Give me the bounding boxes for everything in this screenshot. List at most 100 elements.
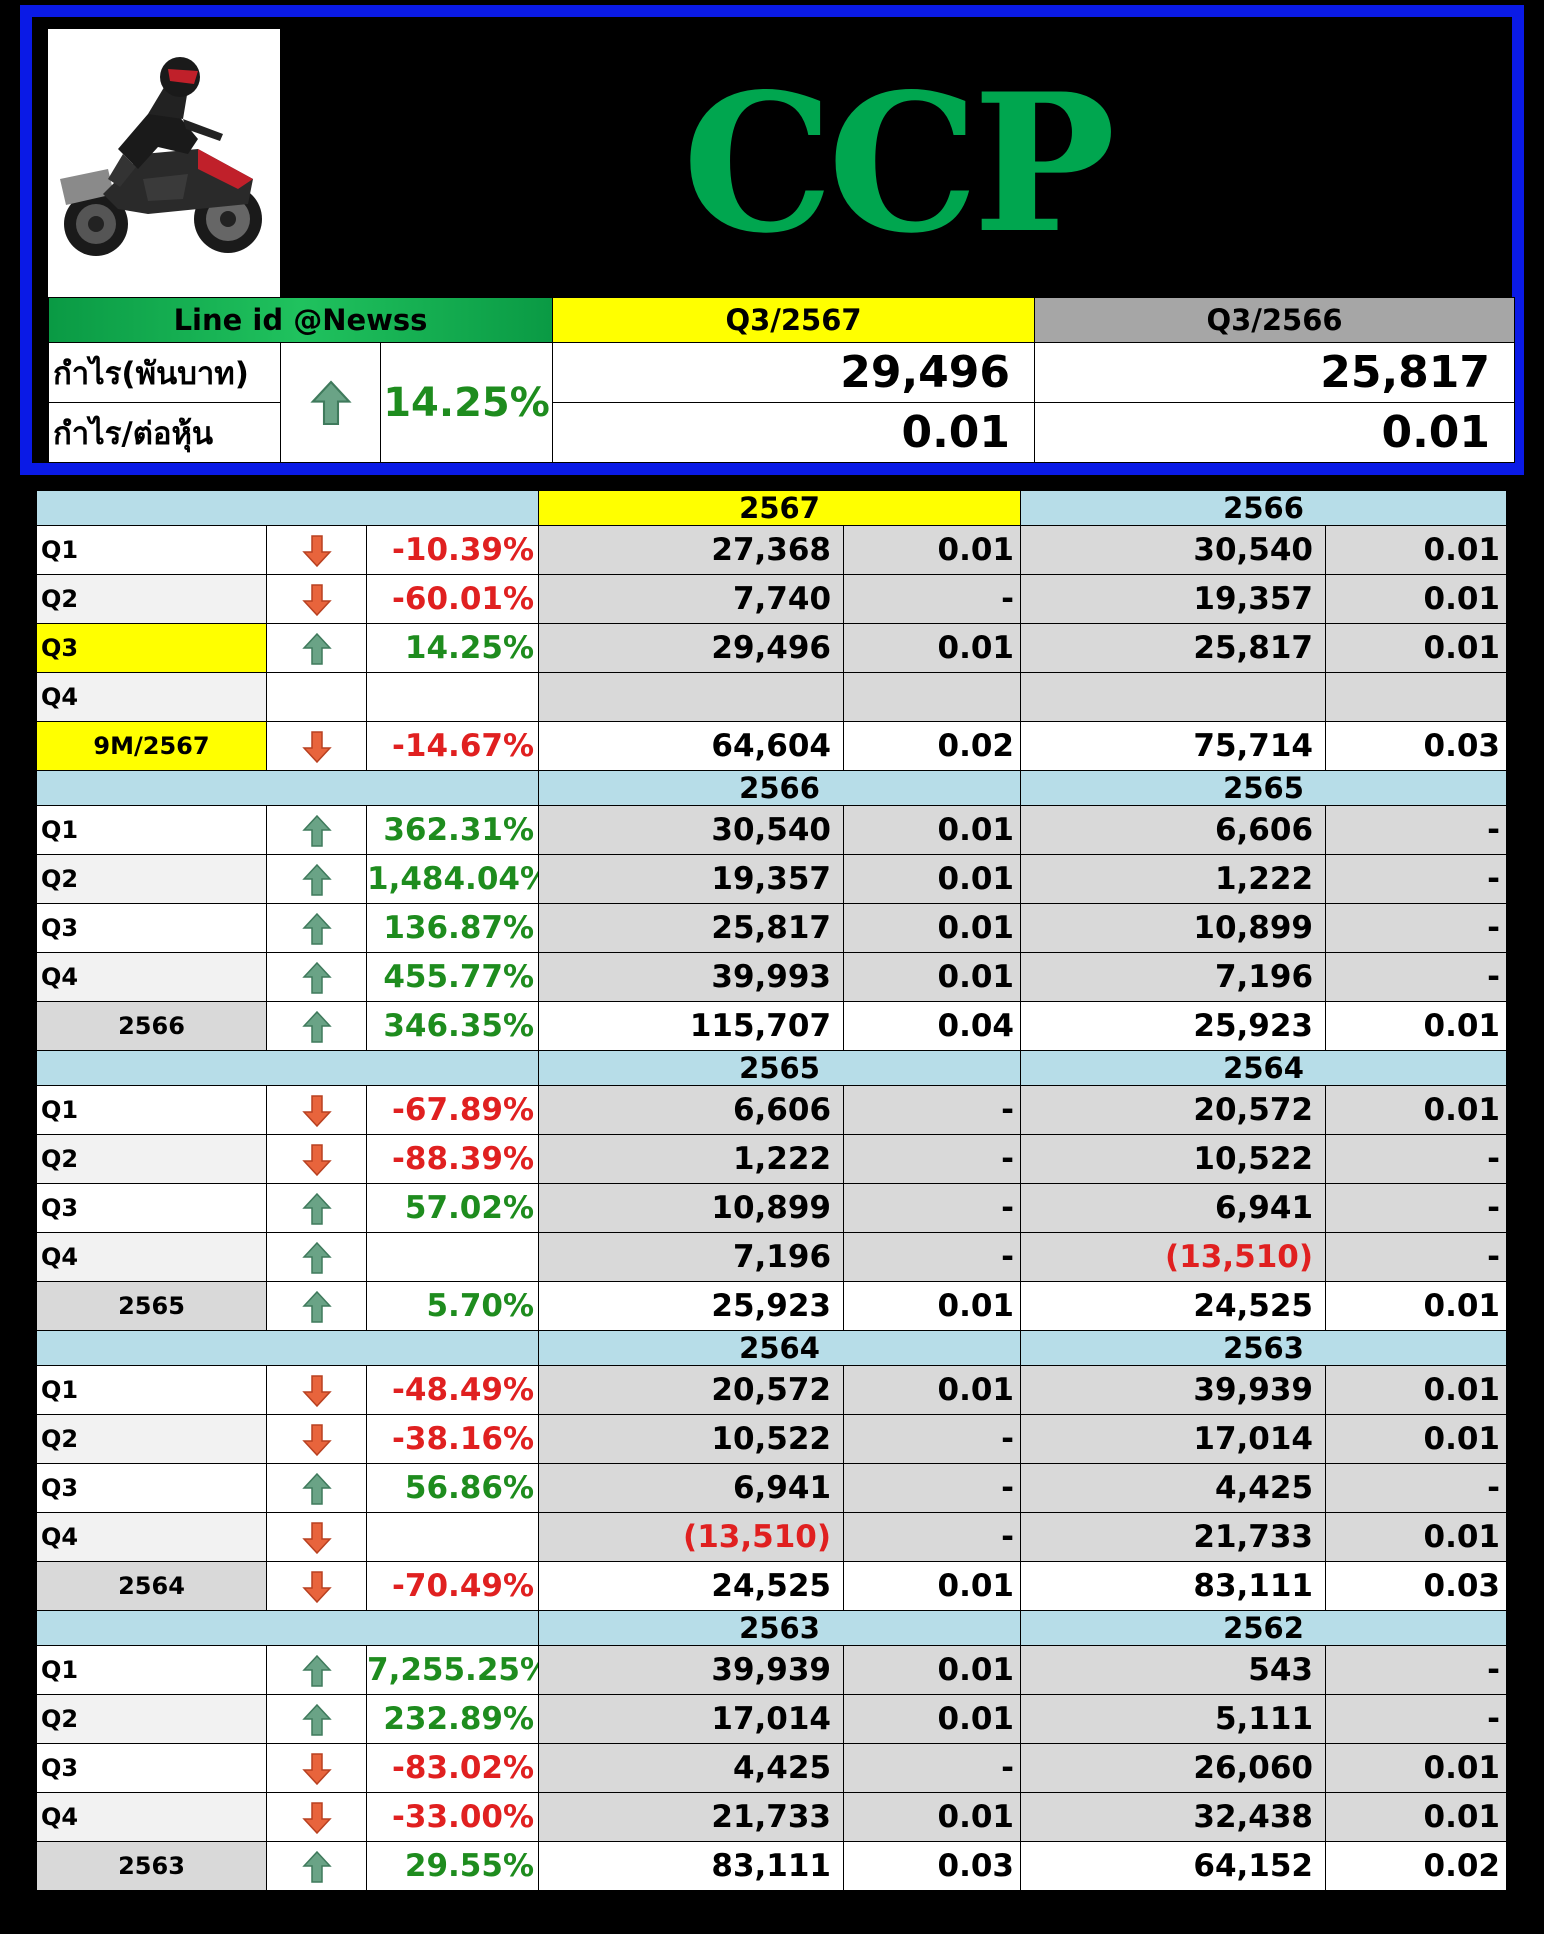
table-row: Q2 -38.16% 10,522 - 17,014 0.01 bbox=[36, 1414, 1508, 1464]
arrow-up-icon bbox=[301, 1655, 332, 1687]
table-row: Q2 1,484.04% 19,357 0.01 1,222 - bbox=[36, 854, 1508, 904]
quarter-label: Q2 bbox=[36, 854, 267, 904]
eps-current: 0.03 bbox=[843, 1841, 1022, 1891]
eps-previous: - bbox=[1325, 1232, 1508, 1282]
profit-current: 4,425 bbox=[538, 1743, 845, 1793]
arrow-up-icon bbox=[301, 1193, 332, 1225]
eps-previous: 0.01 bbox=[1325, 525, 1508, 575]
change-arrow-cell bbox=[266, 1134, 367, 1184]
quarter-label: Q3 bbox=[36, 623, 267, 673]
quarterly-profit-table: 2567 2566 Q1 -10.39% 27,368 0.01 30,540 … bbox=[35, 490, 1508, 1891]
profit-previous: 7,196 bbox=[1020, 952, 1327, 1002]
table-row: Q3 136.87% 25,817 0.01 10,899 - bbox=[36, 903, 1508, 953]
table-row: Q2 -88.39% 1,222 - 10,522 - bbox=[36, 1134, 1508, 1184]
quarter-label: Q3 bbox=[36, 1743, 267, 1793]
eps-label: กำไร/ต่อหุ้น bbox=[48, 402, 281, 463]
change-arrow-cell bbox=[266, 1463, 367, 1513]
header-panel: CCP Line id @Newss Q3/2567 Q3/2566 กำไร(… bbox=[20, 5, 1524, 475]
section-header-row: 2566 2565 bbox=[35, 770, 1508, 806]
section-year-current: 2563 bbox=[538, 1610, 1022, 1646]
change-arrow-cell bbox=[266, 1645, 367, 1695]
eps-previous: 0.01 bbox=[1325, 1792, 1508, 1842]
change-arrow-cell bbox=[266, 1281, 367, 1331]
page-title: CCP bbox=[682, 51, 1115, 275]
profit-previous: 543 bbox=[1020, 1645, 1327, 1695]
profit-current: 7,740 bbox=[538, 574, 845, 624]
section-year-previous: 2562 bbox=[1020, 1610, 1508, 1646]
change-arrow-cell bbox=[266, 1512, 367, 1562]
profit-previous: 24,525 bbox=[1020, 1281, 1327, 1331]
section-header-row: 2565 2564 bbox=[35, 1050, 1508, 1086]
profit-previous: 4,425 bbox=[1020, 1463, 1327, 1513]
arrow-up-icon bbox=[301, 864, 332, 896]
eps-current: - bbox=[843, 1232, 1022, 1282]
change-percent: 346.35% bbox=[365, 1001, 540, 1051]
quarter-label: Q1 bbox=[36, 805, 267, 855]
eps-previous: 0.01 bbox=[1325, 1085, 1508, 1135]
change-percent: -67.89% bbox=[365, 1085, 540, 1135]
table-row: Q4 bbox=[36, 672, 1508, 722]
summary-table: Line id @Newss Q3/2567 Q3/2566 กำไร(พันบ… bbox=[47, 297, 1516, 463]
profit-current: 39,939 bbox=[538, 1645, 845, 1695]
eps-current: - bbox=[843, 1183, 1022, 1233]
quarter-label: Q3 bbox=[36, 903, 267, 953]
change-percent: -33.00% bbox=[365, 1792, 540, 1842]
change-percent: 14.25% bbox=[365, 623, 540, 673]
profit-previous: 39,939 bbox=[1020, 1365, 1327, 1415]
change-percent: 136.87% bbox=[365, 903, 540, 953]
eps-previous: - bbox=[1325, 1694, 1508, 1744]
total-row: 2563 29.55% 83,111 0.03 64,152 0.02 bbox=[36, 1841, 1508, 1891]
table-row: Q3 56.86% 6,941 - 4,425 - bbox=[36, 1463, 1508, 1513]
eps-current bbox=[843, 672, 1022, 722]
change-percent bbox=[365, 672, 540, 722]
arrow-up-icon bbox=[301, 962, 332, 994]
quarter-label: Q4 bbox=[36, 1512, 267, 1562]
profit-current: 10,522 bbox=[538, 1414, 845, 1464]
profit-current: 64,604 bbox=[538, 721, 845, 771]
change-arrow-cell bbox=[266, 1183, 367, 1233]
quarter-label: Q2 bbox=[36, 1694, 267, 1744]
arrow-down-icon bbox=[301, 1753, 332, 1786]
table-row: Q4 7,196 - (13,510) - bbox=[36, 1232, 1508, 1282]
profit-current: 10,899 bbox=[538, 1183, 845, 1233]
arrow-down-icon bbox=[301, 1375, 332, 1408]
table-row: Q2 -60.01% 7,740 - 19,357 0.01 bbox=[36, 574, 1508, 624]
change-percent bbox=[365, 1512, 540, 1562]
arrow-up-icon bbox=[301, 1704, 332, 1736]
section-year-previous: 2565 bbox=[1020, 770, 1508, 806]
change-arrow-cell bbox=[266, 805, 367, 855]
period-total-label: 2564 bbox=[36, 1561, 267, 1611]
section-year-current: 2565 bbox=[538, 1050, 1022, 1086]
quarter-label: Q2 bbox=[36, 1134, 267, 1184]
change-arrow-cell bbox=[266, 1365, 367, 1415]
profit-previous: 5,111 bbox=[1020, 1694, 1327, 1744]
eps-current: - bbox=[843, 1743, 1022, 1793]
arrow-up-icon bbox=[301, 633, 332, 665]
change-arrow-cell bbox=[266, 1085, 367, 1135]
eps-current: 0.01 bbox=[843, 623, 1022, 673]
change-arrow-cell bbox=[266, 903, 367, 953]
section-year-previous: 2564 bbox=[1020, 1050, 1508, 1086]
arrow-up-icon bbox=[301, 1011, 332, 1043]
arrow-down-icon bbox=[301, 731, 332, 764]
profit-current: 17,014 bbox=[538, 1694, 845, 1744]
total-row: 2564 -70.49% 24,525 0.01 83,111 0.03 bbox=[36, 1561, 1508, 1611]
change-arrow-cell bbox=[266, 1743, 367, 1793]
section-year-current: 2566 bbox=[538, 770, 1022, 806]
total-row: 9M/2567 -14.67% 64,604 0.02 75,714 0.03 bbox=[36, 721, 1508, 771]
arrow-up-icon bbox=[301, 1242, 332, 1274]
profit-previous: (13,510) bbox=[1020, 1232, 1327, 1282]
profit-current: 1,222 bbox=[538, 1134, 845, 1184]
profit-previous: 10,522 bbox=[1020, 1134, 1327, 1184]
eps-current: - bbox=[843, 574, 1022, 624]
table-row: Q4 -33.00% 21,733 0.01 32,438 0.01 bbox=[36, 1792, 1508, 1842]
change-percent: 455.77% bbox=[365, 952, 540, 1002]
eps-previous bbox=[1325, 672, 1508, 722]
profit-previous: 75,714 bbox=[1020, 721, 1327, 771]
profit-previous: 17,014 bbox=[1020, 1414, 1327, 1464]
change-percent: -10.39% bbox=[365, 525, 540, 575]
profit-previous: 19,357 bbox=[1020, 574, 1327, 624]
change-arrow-cell bbox=[280, 342, 381, 463]
profit-previous: 6,606 bbox=[1020, 805, 1327, 855]
profit-previous: 25,923 bbox=[1020, 1001, 1327, 1051]
